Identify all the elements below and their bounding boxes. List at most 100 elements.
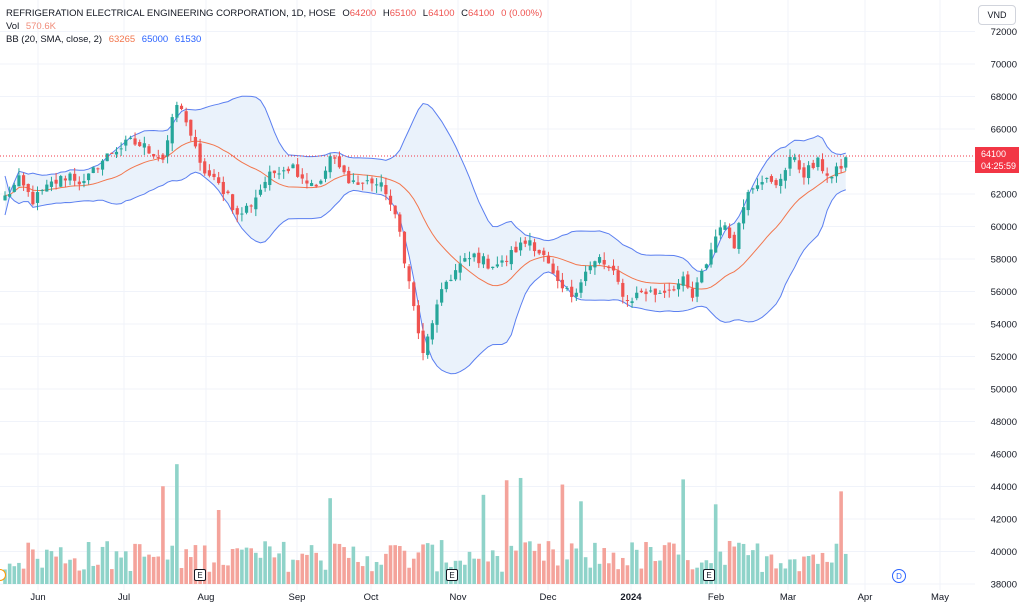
candle [844, 156, 848, 171]
candle [54, 172, 58, 190]
volume-bar [342, 547, 346, 584]
candle [667, 282, 671, 298]
candle [551, 258, 555, 274]
volume-bar [588, 567, 593, 584]
volume-bar [699, 562, 704, 584]
volume-bar [774, 568, 778, 584]
candle-body [249, 205, 253, 207]
candle [779, 173, 783, 194]
volume-bar [267, 546, 272, 584]
volume-bar [467, 551, 472, 584]
candle [40, 189, 44, 195]
volume-bar [379, 564, 384, 584]
candle-body [607, 266, 611, 269]
candle [333, 155, 337, 164]
candle [21, 172, 26, 191]
candle-body [681, 276, 685, 286]
candle-body [709, 249, 713, 265]
candle [820, 153, 825, 174]
candle-body [440, 289, 444, 303]
candle [26, 183, 30, 197]
candle [718, 219, 722, 239]
candle-body [356, 182, 360, 185]
candle [430, 320, 434, 345]
candle [263, 176, 267, 192]
candle [119, 142, 123, 156]
candle-body [783, 170, 787, 181]
y-tick-label: 70000 [991, 60, 1017, 71]
candle [653, 288, 657, 303]
candle [319, 179, 323, 185]
open-label: O [342, 8, 350, 19]
candle [375, 178, 379, 194]
candle-body [714, 236, 718, 253]
volume-bar [17, 562, 21, 584]
candle [616, 265, 620, 285]
candle-body [17, 175, 21, 187]
candle [714, 229, 718, 253]
volume-bar [314, 552, 319, 584]
candle-body [430, 323, 434, 340]
candle [746, 189, 750, 216]
volume-bar [156, 556, 161, 584]
candle [816, 156, 820, 171]
candle-body [96, 168, 100, 170]
volume-bar [86, 542, 91, 584]
candle-body [207, 170, 211, 176]
last-price-tag: 64100 04:25:59 [975, 147, 1019, 173]
earnings-event-marker[interactable]: E [446, 569, 458, 581]
candle-body [570, 286, 574, 297]
candle [35, 186, 40, 211]
volume-bar [783, 568, 788, 584]
currency-button[interactable]: VND [978, 5, 1016, 25]
volume-bar [100, 546, 105, 584]
candle-body [402, 231, 407, 264]
volume-bar [634, 549, 639, 584]
volume-bar [202, 545, 207, 584]
volume-bar [147, 554, 151, 584]
candle [393, 205, 397, 219]
earnings-event-marker[interactable]: E [194, 569, 206, 581]
candle-body [806, 165, 811, 179]
earnings-event-marker[interactable]: E [703, 569, 715, 581]
volume-bar [523, 542, 528, 584]
volume-bar [778, 563, 783, 584]
candle-body [746, 192, 750, 211]
bb-lower-line [4, 171, 846, 375]
y-tick-label: 50000 [991, 385, 1017, 396]
candle [258, 184, 263, 197]
candle-body [728, 227, 732, 239]
candle [723, 222, 727, 230]
volume-bar [337, 543, 342, 584]
candle [226, 189, 230, 195]
volume-bar [151, 556, 156, 584]
candle [133, 132, 137, 146]
candle [124, 135, 128, 152]
x-tick-label: Aug [198, 592, 215, 603]
candle-body [700, 270, 704, 283]
candle [793, 153, 797, 163]
volume-bar [514, 550, 518, 584]
candle-body [635, 292, 639, 299]
volume-bar [175, 464, 179, 584]
volume-bar [91, 565, 96, 584]
candle [458, 255, 462, 281]
candle-body [704, 264, 708, 269]
candle [704, 263, 708, 271]
volume-bar [184, 549, 188, 584]
last-price-value: 64100 [981, 149, 1007, 159]
candle-body [309, 183, 314, 186]
dividend-marker[interactable]: D [892, 569, 906, 583]
volume-bar [411, 558, 416, 584]
candle [68, 172, 72, 186]
candle [528, 232, 532, 251]
volume-bar [96, 564, 100, 584]
candle-body [695, 282, 699, 297]
candle [732, 231, 736, 249]
candle [156, 149, 160, 162]
candle-body [133, 138, 137, 145]
volume-bar [277, 553, 281, 584]
volume-bar [63, 563, 68, 584]
candle-body [732, 234, 736, 249]
